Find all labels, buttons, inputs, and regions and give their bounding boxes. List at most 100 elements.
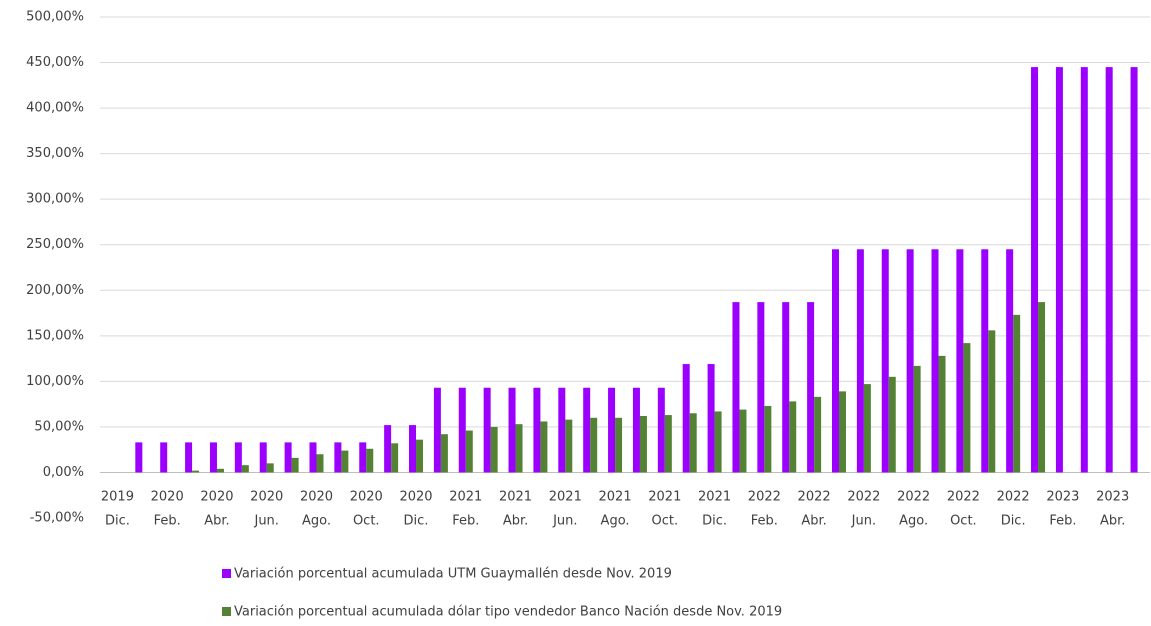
bar <box>490 426 498 473</box>
bar <box>1013 314 1021 473</box>
bar <box>913 365 921 473</box>
x-tick-month: Ago. <box>302 514 331 529</box>
bar <box>988 330 996 473</box>
bar <box>664 415 672 473</box>
bar <box>266 463 274 473</box>
x-tick-month: Jun. <box>253 514 278 529</box>
bar <box>1031 67 1039 473</box>
bar <box>789 401 797 473</box>
bar <box>838 391 846 473</box>
x-tick-year: 2022 <box>897 490 930 505</box>
x-tick-year: 2021 <box>449 490 482 505</box>
y-tick-label: 200,00% <box>26 283 84 298</box>
bar <box>1038 302 1046 473</box>
bar <box>888 376 896 473</box>
y-tick-label: -50,00% <box>30 511 84 526</box>
legend-swatch <box>222 607 231 616</box>
bar <box>590 417 598 473</box>
bar <box>241 465 249 473</box>
bar <box>689 413 697 473</box>
bar <box>316 454 324 473</box>
y-tick-label: 350,00% <box>26 146 84 161</box>
x-tick-year: 2022 <box>847 490 880 505</box>
bar <box>533 387 541 473</box>
bar <box>259 442 267 473</box>
bar <box>458 387 466 473</box>
bar <box>234 442 242 473</box>
x-tick-year: 2021 <box>599 490 632 505</box>
x-tick-year: 2020 <box>399 490 432 505</box>
bar <box>384 425 392 473</box>
x-tick-month: Oct. <box>353 514 380 529</box>
x-tick-year: 2020 <box>250 490 283 505</box>
x-tick-month: Feb. <box>751 514 778 529</box>
x-tick-year: 2020 <box>350 490 383 505</box>
bar <box>1080 67 1088 473</box>
bar <box>558 387 566 473</box>
x-tick-month: Dic. <box>105 514 130 529</box>
bar <box>409 425 417 473</box>
bar <box>291 457 299 473</box>
bar <box>714 411 722 473</box>
bar <box>540 421 548 473</box>
y-tick-label: 450,00% <box>26 55 84 70</box>
bar <box>1130 67 1138 473</box>
y-tick-label: 50,00% <box>34 419 84 434</box>
bar <box>216 468 224 473</box>
y-tick-label: 100,00% <box>26 374 84 389</box>
bar <box>931 249 939 473</box>
bar <box>615 417 623 473</box>
bar <box>209 442 217 473</box>
bar <box>732 302 740 473</box>
bar <box>508 387 516 473</box>
bar <box>739 409 747 473</box>
bar <box>807 302 815 473</box>
bar <box>1105 67 1113 473</box>
bar <box>1055 67 1063 473</box>
x-tick-month: Abr. <box>503 514 528 529</box>
y-tick-label: 400,00% <box>26 101 84 116</box>
bar <box>632 387 640 473</box>
y-tick-label: 150,00% <box>26 328 84 343</box>
bar <box>433 387 441 473</box>
bar <box>515 424 523 473</box>
x-tick-month: Feb. <box>1049 514 1076 529</box>
x-tick-month: Dic. <box>702 514 727 529</box>
x-tick-month: Oct. <box>950 514 977 529</box>
bar <box>764 405 772 473</box>
legend-label: Variación porcentual acumulada dólar tip… <box>234 605 782 620</box>
x-tick-year: 2022 <box>798 490 831 505</box>
x-tick-year: 2022 <box>947 490 980 505</box>
bar <box>938 355 946 473</box>
x-tick-month: Dic. <box>404 514 429 529</box>
bar <box>963 343 971 473</box>
x-tick-month: Feb. <box>452 514 479 529</box>
bar <box>1006 249 1014 473</box>
bar <box>707 364 715 473</box>
bar <box>881 249 889 473</box>
x-tick-month: Jun. <box>552 514 577 529</box>
bar <box>416 439 424 473</box>
x-tick-year: 2023 <box>1096 490 1129 505</box>
bar <box>583 387 591 473</box>
bar <box>856 249 864 473</box>
bar <box>682 364 690 473</box>
bar <box>906 249 914 473</box>
x-tick-month: Dic. <box>1001 514 1026 529</box>
bar <box>814 396 822 473</box>
bar <box>956 249 964 473</box>
x-tick-month: Ago. <box>601 514 630 529</box>
x-tick-month: Jun. <box>851 514 876 529</box>
bar <box>192 470 200 473</box>
bar <box>608 387 616 473</box>
bar <box>483 387 491 473</box>
bar <box>440 434 448 473</box>
bar <box>757 302 765 473</box>
bar <box>160 442 168 473</box>
x-tick-month: Abr. <box>204 514 229 529</box>
x-tick-month: Abr. <box>1100 514 1125 529</box>
bar <box>981 249 989 473</box>
x-tick-year: 2021 <box>499 490 532 505</box>
x-tick-year: 2022 <box>748 490 781 505</box>
